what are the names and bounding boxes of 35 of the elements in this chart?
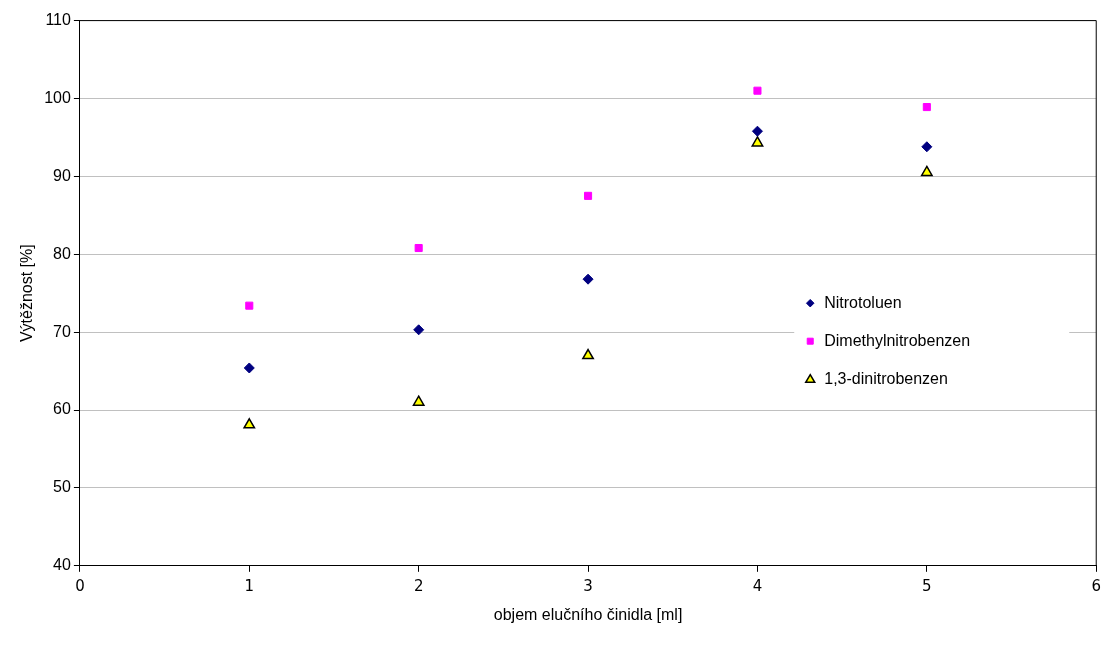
point <box>920 165 933 177</box>
point <box>751 125 763 137</box>
legend-label: Nitrotoluen <box>824 293 902 311</box>
y-tick-label: 100 <box>44 88 71 106</box>
point <box>922 103 931 112</box>
legend-label: 1,3-dinitrobenzen <box>824 369 948 387</box>
x-tick-label: 1 <box>244 576 255 595</box>
point <box>751 136 764 147</box>
x-tick-label: 5 <box>922 576 932 595</box>
x-axis-title: objem elučního činidla [ml] <box>493 605 683 623</box>
y-axis-title: Výtěžnost [%] <box>18 244 36 343</box>
point <box>243 418 256 429</box>
y-tick-label: 90 <box>53 166 71 184</box>
point <box>753 86 762 95</box>
point <box>243 362 255 374</box>
point <box>584 191 593 200</box>
point <box>921 141 933 153</box>
y-tick-label: 50 <box>53 478 71 496</box>
x-tick-label: 2 <box>413 576 424 595</box>
y-tick-label: 110 <box>45 11 71 29</box>
y-tick-label: 80 <box>53 244 71 262</box>
legend-label: Dimethylnitrobenzen <box>824 331 971 349</box>
x-tick-label: 0 <box>75 576 85 595</box>
point <box>245 301 254 310</box>
x-tick-label: 3 <box>583 576 593 595</box>
point <box>582 348 595 360</box>
x-tick-label: 4 <box>752 576 763 595</box>
x-tick-label: 6 <box>1091 576 1101 595</box>
point <box>414 243 423 253</box>
point <box>582 273 594 285</box>
point <box>412 395 425 406</box>
y-tick-label: 60 <box>53 400 71 418</box>
point <box>413 324 425 336</box>
y-tick-label: 70 <box>53 322 71 340</box>
y-tick-label: 40 <box>53 556 71 574</box>
